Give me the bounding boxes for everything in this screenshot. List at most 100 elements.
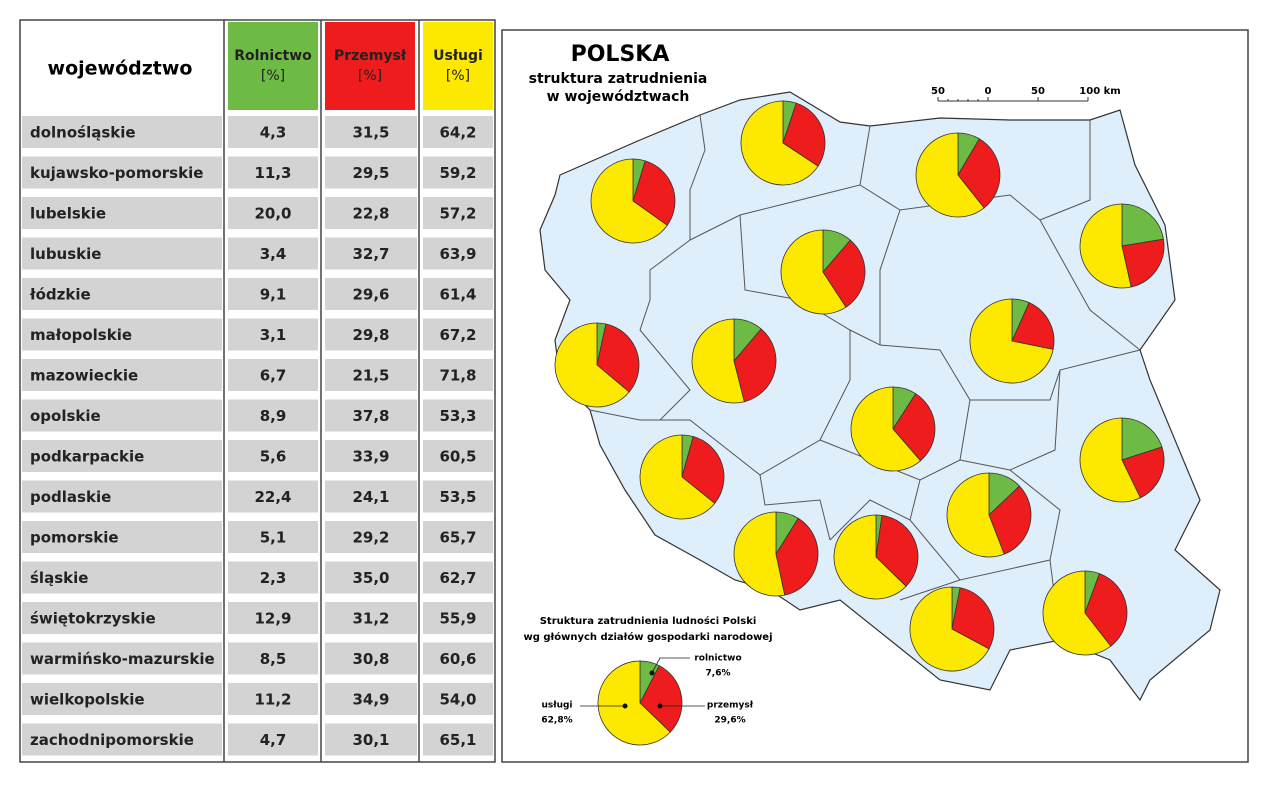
cell-value: 29,2 — [352, 529, 389, 547]
row-bg — [423, 237, 493, 270]
row-bg — [423, 723, 493, 756]
row-bg — [423, 480, 493, 513]
region-pie — [740, 100, 826, 186]
row-bg — [325, 561, 417, 594]
leader-dot — [657, 703, 663, 709]
row-bg — [22, 642, 222, 675]
cell-value: 30,8 — [352, 650, 389, 668]
row-bg — [228, 723, 318, 756]
pie-slice — [946, 472, 1005, 558]
row-bg — [22, 399, 222, 432]
row-bg — [228, 440, 318, 472]
region-pie — [969, 298, 1055, 384]
cell-value: 20,0 — [254, 205, 291, 223]
pie-slice — [733, 511, 786, 597]
scale-bar — [937, 97, 1089, 102]
row-bg — [325, 399, 417, 432]
row-bg — [325, 723, 417, 756]
pie-slice — [775, 517, 819, 596]
cell-value: 2,3 — [260, 569, 287, 587]
row-bg — [423, 602, 493, 634]
region-name: lubelskie — [30, 205, 106, 223]
cell-value: 3,4 — [260, 245, 287, 263]
cell-value: 8,9 — [260, 407, 287, 425]
region-name: wielkopolskie — [30, 691, 145, 709]
header-unit: [%] — [261, 68, 285, 84]
row-bg — [325, 480, 417, 513]
row-bg — [228, 116, 318, 148]
row-bg — [22, 440, 222, 472]
region-name: małopolskie — [30, 326, 132, 344]
cell-value: 62,7 — [439, 569, 476, 587]
row-bg — [325, 642, 417, 675]
row-bg — [228, 561, 318, 594]
leader-dot — [622, 703, 628, 709]
cell-value: 30,1 — [352, 731, 389, 749]
pie-slice — [681, 436, 725, 504]
region-name: śląskie — [30, 569, 88, 587]
row-bg — [325, 521, 417, 553]
region-pie — [850, 386, 936, 472]
row-bg — [423, 318, 493, 351]
region-pie — [833, 514, 919, 600]
cell-value: 5,6 — [260, 448, 287, 466]
pie-slice — [951, 587, 995, 650]
region-pie — [915, 132, 1001, 218]
row-bg — [22, 561, 222, 594]
region-name: pomorskie — [30, 529, 119, 547]
row-bg — [423, 642, 493, 675]
pie-slice — [733, 328, 777, 403]
map-subtitle: w województwach — [547, 89, 690, 105]
pie-slice — [915, 132, 985, 218]
region-name: zachodnipomorskie — [30, 731, 194, 749]
row-bg — [22, 237, 222, 270]
cell-value: 21,5 — [352, 367, 389, 385]
legend-value: 29,6% — [714, 716, 745, 726]
row-bg — [228, 480, 318, 513]
cell-value: 29,6 — [352, 286, 389, 304]
cell-value: 63,9 — [439, 245, 476, 263]
legend-value: 7,6% — [706, 669, 731, 679]
region-pie — [1042, 570, 1128, 656]
cell-value: 8,5 — [260, 650, 287, 668]
cell-value: 55,9 — [439, 610, 476, 628]
legend-name: usługi — [541, 701, 572, 711]
region-pie — [1079, 203, 1165, 289]
row-bg — [423, 561, 493, 594]
row-bg — [423, 440, 493, 472]
pie-slice — [1079, 203, 1132, 289]
row-bg — [22, 197, 222, 229]
row-bg — [423, 521, 493, 553]
row-bg — [22, 156, 222, 189]
cell-value: 71,8 — [439, 367, 476, 385]
row-bg — [325, 197, 417, 229]
row-bg — [423, 197, 493, 229]
cell-value: 33,9 — [352, 448, 389, 466]
cell-value: 29,5 — [352, 164, 389, 182]
leader-dot — [649, 670, 655, 676]
row-bg — [22, 683, 222, 715]
legend-pie — [597, 660, 683, 746]
leader-line — [651, 657, 690, 674]
row-bg — [22, 521, 222, 553]
borders — [589, 114, 1141, 641]
pie-slice — [691, 318, 745, 404]
region-name: opolskie — [30, 407, 101, 425]
cell-value: 24,1 — [352, 488, 389, 506]
pie-slice — [1121, 203, 1164, 247]
row-bg — [228, 642, 318, 675]
header-column: Rolnictwo — [234, 48, 312, 64]
cell-value: 9,1 — [260, 286, 287, 304]
row-bg — [325, 278, 417, 310]
scale-label: 50 — [931, 86, 945, 97]
map-subtitle: struktura zatrudnienia — [529, 71, 708, 87]
scale-label: 0 — [985, 86, 992, 97]
region-name: podkarpackie — [30, 448, 144, 466]
cell-value: 22,4 — [254, 488, 291, 506]
row-bg — [228, 237, 318, 270]
row-bg — [228, 399, 318, 432]
row-bg — [22, 318, 222, 351]
row-bg — [423, 156, 493, 189]
cell-value: 11,2 — [254, 691, 291, 709]
